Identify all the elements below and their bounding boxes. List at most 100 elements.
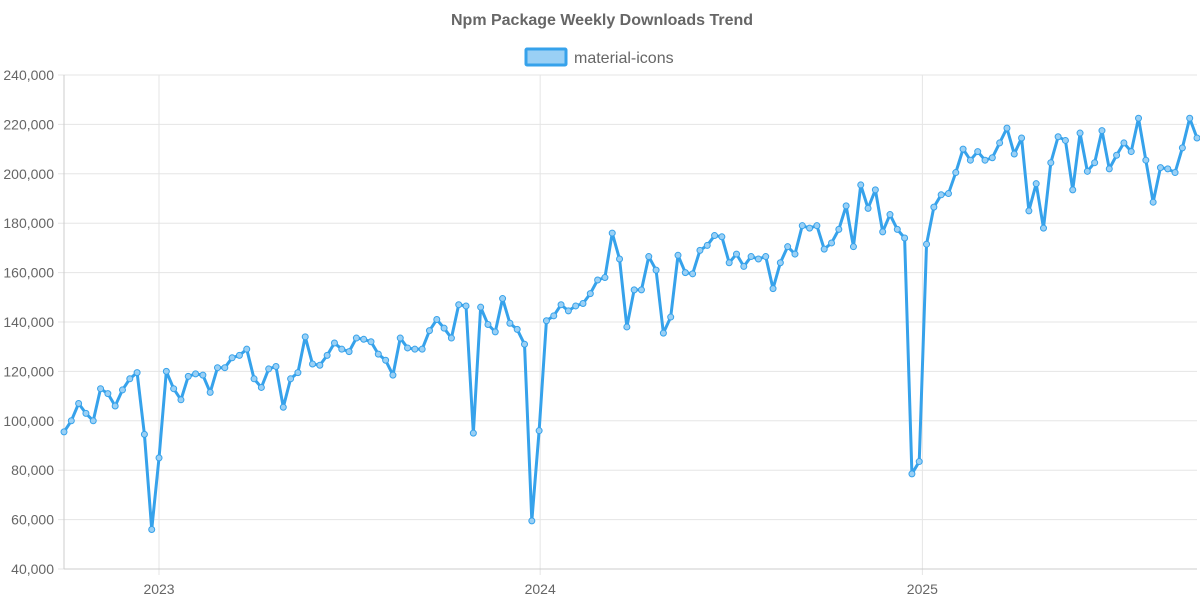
data-point[interactable] xyxy=(1171,169,1179,177)
data-point[interactable] xyxy=(1193,134,1200,142)
data-point[interactable] xyxy=(1010,150,1018,158)
data-point[interactable] xyxy=(981,156,989,164)
data-point[interactable] xyxy=(608,229,616,237)
data-point[interactable] xyxy=(192,370,200,378)
data-point[interactable] xyxy=(367,338,375,346)
data-point[interactable] xyxy=(1178,144,1186,152)
data-point[interactable] xyxy=(382,356,390,364)
data-point[interactable] xyxy=(396,334,404,342)
data-point[interactable] xyxy=(820,245,828,253)
data-point[interactable] xyxy=(294,369,302,377)
data-point[interactable] xyxy=(966,156,974,164)
data-point[interactable] xyxy=(1120,139,1128,147)
legend-swatch[interactable] xyxy=(524,47,568,67)
data-point[interactable] xyxy=(923,240,931,248)
data-point[interactable] xyxy=(776,259,784,267)
data-point[interactable] xyxy=(937,191,945,199)
data-point[interactable] xyxy=(696,246,704,254)
legend-label[interactable]: material-icons xyxy=(574,50,674,67)
data-point[interactable] xyxy=(1018,134,1026,142)
data-point[interactable] xyxy=(89,417,97,425)
data-point[interactable] xyxy=(440,324,448,332)
data-point[interactable] xyxy=(1091,159,1099,167)
data-point[interactable] xyxy=(579,299,587,307)
data-point[interactable] xyxy=(806,224,814,232)
data-point[interactable] xyxy=(425,327,433,335)
data-point[interactable] xyxy=(1032,180,1040,188)
data-point[interactable] xyxy=(352,334,360,342)
data-point[interactable] xyxy=(542,317,550,325)
data-point[interactable] xyxy=(944,190,952,198)
data-point[interactable] xyxy=(418,345,426,353)
data-point[interactable] xyxy=(535,427,543,435)
data-point[interactable] xyxy=(645,253,653,261)
data-point[interactable] xyxy=(996,139,1004,147)
data-point[interactable] xyxy=(747,253,755,261)
data-point[interactable] xyxy=(235,351,243,359)
data-point[interactable] xyxy=(1135,114,1143,122)
data-point[interactable] xyxy=(250,375,258,383)
data-point[interactable] xyxy=(594,276,602,284)
data-point[interactable] xyxy=(528,517,536,525)
data-point[interactable] xyxy=(316,361,324,369)
data-point[interactable] xyxy=(1149,198,1157,206)
data-point[interactable] xyxy=(265,365,273,373)
data-point[interactable] xyxy=(374,350,382,358)
data-point[interactable] xyxy=(82,409,90,417)
data-point[interactable] xyxy=(1025,207,1033,215)
data-point[interactable] xyxy=(711,232,719,240)
data-point[interactable] xyxy=(857,181,865,189)
data-point[interactable] xyxy=(155,454,163,462)
data-point[interactable] xyxy=(718,233,726,241)
data-point[interactable] xyxy=(338,345,346,353)
data-point[interactable] xyxy=(170,385,178,393)
data-point[interactable] xyxy=(564,307,572,315)
data-point[interactable] xyxy=(323,351,331,359)
data-point[interactable] xyxy=(221,364,229,372)
data-point[interactable] xyxy=(959,145,967,153)
data-point[interactable] xyxy=(740,262,748,270)
data-point[interactable] xyxy=(732,250,740,258)
data-point[interactable] xyxy=(455,301,463,309)
data-point[interactable] xyxy=(557,301,565,309)
data-point[interactable] xyxy=(952,169,960,177)
data-point[interactable] xyxy=(623,323,631,331)
data-point[interactable] xyxy=(309,360,317,368)
data-point[interactable] xyxy=(447,334,455,342)
data-point[interactable] xyxy=(104,390,112,398)
data-point[interactable] xyxy=(162,367,170,375)
data-point[interactable] xyxy=(652,266,660,274)
data-point[interactable] xyxy=(1156,164,1164,172)
data-point[interactable] xyxy=(499,295,507,303)
data-point[interactable] xyxy=(1113,151,1121,159)
data-point[interactable] xyxy=(330,339,338,347)
data-point[interactable] xyxy=(177,396,185,404)
data-point[interactable] xyxy=(133,369,141,377)
data-point[interactable] xyxy=(930,203,938,211)
data-point[interactable] xyxy=(411,345,419,353)
data-point[interactable] xyxy=(1098,127,1106,135)
data-point[interactable] xyxy=(871,186,879,194)
data-point[interactable] xyxy=(988,154,996,162)
data-point[interactable] xyxy=(689,270,697,278)
data-point[interactable] xyxy=(111,402,119,410)
data-point[interactable] xyxy=(616,255,624,263)
data-point[interactable] xyxy=(287,375,295,383)
data-point[interactable] xyxy=(1069,186,1077,194)
data-point[interactable] xyxy=(879,228,887,236)
data-point[interactable] xyxy=(243,345,251,353)
data-point[interactable] xyxy=(1142,156,1150,164)
data-point[interactable] xyxy=(828,239,836,247)
data-point[interactable] xyxy=(849,243,857,251)
data-point[interactable] xyxy=(908,470,916,478)
data-point[interactable] xyxy=(199,371,207,379)
data-point[interactable] xyxy=(667,313,675,321)
data-point[interactable] xyxy=(1047,159,1055,167)
data-point[interactable] xyxy=(75,400,83,408)
data-point[interactable] xyxy=(842,202,850,210)
data-point[interactable] xyxy=(118,386,126,394)
data-point[interactable] xyxy=(67,417,75,425)
data-point[interactable] xyxy=(513,325,521,333)
data-point[interactable] xyxy=(915,458,923,466)
data-point[interactable] xyxy=(813,222,821,230)
